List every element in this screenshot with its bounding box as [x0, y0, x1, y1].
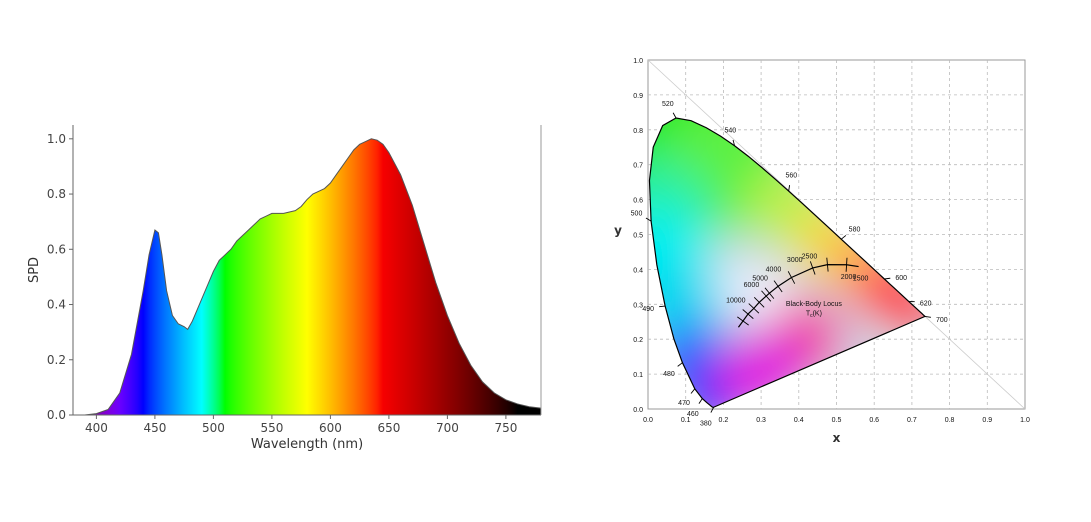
isotherm-tick [809, 261, 816, 275]
cie-y-tick-label: 1.0 [633, 58, 643, 65]
spd-x-tick-label: 450 [143, 421, 166, 435]
color-temperature-value: 1500 [853, 276, 869, 283]
spectral-locus [648, 117, 927, 408]
isotherm-tick [764, 287, 775, 299]
color-temperature-value: 4000 [766, 266, 782, 273]
cie-x-tick-label: 0.6 [869, 417, 879, 424]
spd-y-axis-label: SPD [27, 257, 42, 283]
spd-x-tick-label: 600 [319, 421, 342, 435]
cie-x-tick-label: 0.8 [945, 417, 955, 424]
wavelength-label: 480 [663, 371, 675, 378]
spd-x-tick-label: 500 [202, 421, 225, 435]
spd-x-tick-label: 650 [377, 421, 400, 435]
color-temperature-value: 3000 [787, 257, 803, 264]
color-temperature-value: 5000 [752, 275, 768, 282]
spd-fill [73, 138, 541, 415]
isotherm-tick [787, 271, 796, 284]
cie-x-tick-label: 0.1 [681, 417, 691, 424]
cie-y-tick-label: 0.1 [633, 372, 643, 379]
spd-x-tick-label: 400 [85, 421, 108, 435]
wavelength-label: 380 [700, 420, 712, 427]
cie-x-tick-label: 0.4 [794, 417, 804, 424]
spd-y-tick-label: 0.2 [47, 353, 66, 367]
wavelength-label: 470 [678, 400, 690, 407]
wavelength-tick [788, 185, 791, 192]
wavelength-label: 620 [920, 300, 932, 307]
wavelength-tick [710, 407, 715, 413]
isotherm-tick [773, 280, 783, 293]
isotherm-tick [761, 290, 772, 302]
spd-x-tick-label: 750 [494, 421, 517, 435]
wavelength-label: 560 [785, 172, 797, 179]
cie-y-tick-label: 0.9 [633, 93, 643, 100]
cie-x-tick-label: 0.5 [832, 417, 842, 424]
cie-x-tick-label: 0.3 [756, 417, 766, 424]
color-temperature-value: 2000 [841, 274, 857, 281]
cie-x-tick-label: 0.0 [643, 417, 653, 424]
wavelength-tick [924, 315, 931, 318]
cie-x-tick-label: 1.0 [1020, 417, 1030, 424]
cie-y-tick-label: 0.4 [633, 267, 643, 274]
black-body-locus-label: Black-Body Locus [786, 301, 843, 308]
cie-y-tick-label: 0.8 [633, 128, 643, 135]
cie-y-tick-label: 0.6 [633, 198, 643, 205]
wavelength-tick [840, 235, 847, 240]
isotherm-tick [753, 297, 765, 308]
color-temperature-value: 6000 [744, 282, 760, 289]
wavelength-tick [645, 217, 652, 222]
wavelength-tick [698, 398, 703, 404]
cie-y-tick-label: 0.3 [633, 302, 643, 309]
wavelength-tick [884, 277, 891, 280]
spd-chart: 400 450 500 550 600 650 700 750 0.0 0.2 0.4 0.6 0.8 1… [27, 125, 542, 452]
color-temperature-label: Tc(K) [806, 310, 822, 319]
spd-x-tick-label: 550 [260, 421, 283, 435]
isotherm-tick [826, 257, 829, 272]
isotherm-tick [742, 309, 754, 319]
isotherm-tick [748, 303, 760, 314]
wavelength-label: 520 [662, 101, 674, 108]
wavelength-label: 700 [936, 317, 948, 324]
cie-y-tick-label: 0.0 [633, 407, 643, 414]
wavelength-label: 490 [642, 306, 654, 313]
spd-y-tick-label: 0.4 [47, 298, 66, 312]
color-temperature-value: 10000 [726, 297, 746, 304]
wavelength-label: 500 [631, 210, 643, 217]
cie-y-tick-label: 0.7 [633, 163, 643, 170]
wavelength-tick [659, 305, 666, 308]
wavelength-tick [672, 112, 677, 119]
wavelength-tick [690, 388, 696, 394]
wavelength-tick [732, 139, 735, 146]
spd-x-tick-label: 700 [436, 421, 459, 435]
isotherm-tick [845, 257, 848, 272]
cie-x-tick-label: 0.2 [719, 417, 729, 424]
cie-x-tick-label: 0.7 [907, 417, 917, 424]
cie-x-axis-label: x [833, 431, 841, 445]
color-temperature-value: 2500 [802, 254, 818, 261]
wavelength-tick [677, 362, 683, 367]
spd-y-tick-label: 0.8 [47, 187, 66, 201]
cie-y-tick-label: 0.2 [633, 337, 643, 344]
spd-y-tick-label: 1.0 [47, 132, 66, 146]
wavelength-label: 600 [895, 275, 907, 282]
cie-y-axis-label: y [614, 224, 622, 238]
spd-y-tick-label: 0.6 [47, 242, 66, 256]
spd-y-tick-label: 0.0 [47, 408, 66, 422]
cie-y-tick-label: 0.5 [633, 233, 643, 240]
spd-x-axis-label: Wavelength (nm) [251, 437, 363, 452]
wavelength-label: 540 [725, 127, 737, 134]
isotherm-tick [737, 316, 749, 326]
cie-x-tick-label: 0.9 [982, 417, 992, 424]
spd-outline [73, 138, 542, 416]
wavelength-label: 460 [687, 411, 699, 418]
wavelength-label: 580 [849, 227, 861, 234]
cie-chart: 380460470480490500520540560580600620700 … [614, 58, 1030, 445]
